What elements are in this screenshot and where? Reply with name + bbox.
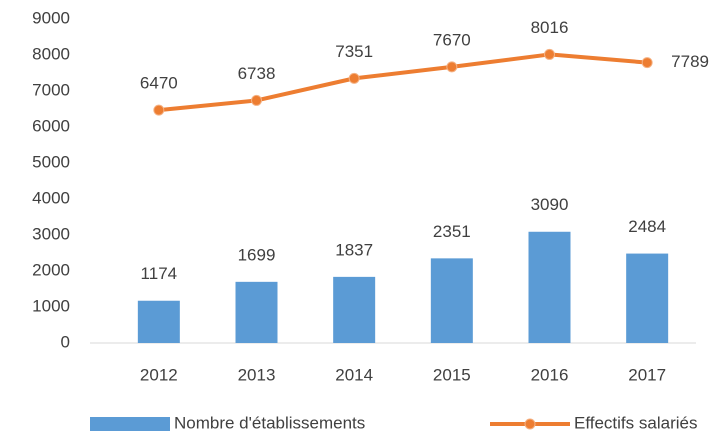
data-label: 1174 <box>141 264 178 283</box>
data-label: 1699 <box>238 245 276 264</box>
line-marker <box>251 94 262 106</box>
data-label: 6738 <box>238 64 276 83</box>
bar <box>528 231 571 343</box>
line <box>158 52 648 113</box>
y-tick-label: 6000 <box>32 116 70 135</box>
bar <box>430 258 473 343</box>
data-label: 2484 <box>628 217 666 236</box>
legend-swatch <box>90 417 170 431</box>
y-tick-label: 5000 <box>32 152 70 171</box>
y-tick-label: 2000 <box>32 260 70 279</box>
bar <box>137 300 180 343</box>
x-tick-label: 2014 <box>335 365 373 384</box>
x-tick-label: 2012 <box>140 365 178 384</box>
data-label: 1837 <box>335 240 373 259</box>
data-label: 7351 <box>335 42 373 61</box>
line-marker <box>446 61 458 73</box>
data-label: 7789 <box>671 52 709 71</box>
data-label: 6470 <box>140 74 178 93</box>
y-tick-label: 0 <box>61 332 70 351</box>
y-tick-label: 7000 <box>32 80 70 99</box>
y-tick-label: 3000 <box>32 224 70 243</box>
bar <box>626 253 669 343</box>
line-marker <box>348 72 360 84</box>
bar <box>235 281 278 343</box>
data-label: 3090 <box>531 195 569 214</box>
x-tick-label: 2013 <box>238 365 276 384</box>
x-tick-label: 2016 <box>531 365 569 384</box>
x-tick-label: 2015 <box>433 365 471 384</box>
bar <box>333 276 376 343</box>
data-label: 7670 <box>433 30 471 49</box>
y-tick-label: 4000 <box>32 188 70 207</box>
line-marker <box>153 104 165 116</box>
y-tick-label: 9000 <box>32 8 70 27</box>
line-marker <box>641 57 653 69</box>
data-label: 8016 <box>531 18 569 37</box>
legend-label: Effectifs salariés <box>574 413 697 432</box>
data-label: 2351 <box>433 222 471 241</box>
y-tick-label: 8000 <box>32 44 70 63</box>
legend-label: Nombre d'établissements <box>174 413 365 432</box>
line-marker <box>544 48 555 60</box>
legend-marker <box>524 418 536 430</box>
y-tick-label: 1000 <box>32 296 70 315</box>
x-tick-label: 2017 <box>628 365 666 384</box>
